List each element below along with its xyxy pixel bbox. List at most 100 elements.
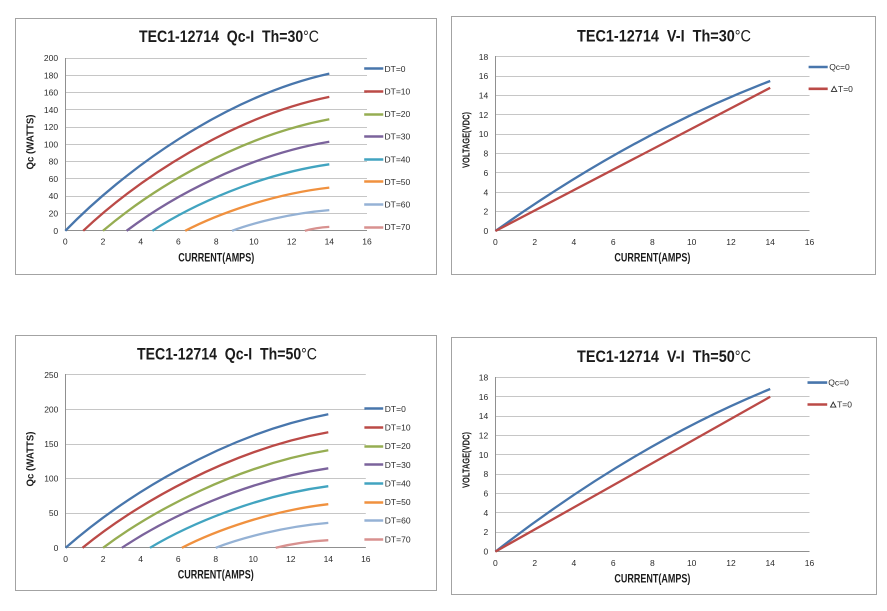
svg-text:DT=50: DT=50 [385, 177, 411, 187]
svg-text:160: 160 [44, 88, 58, 98]
svg-text:8: 8 [650, 558, 655, 568]
svg-text:20: 20 [49, 209, 59, 219]
svg-text:DT=30: DT=30 [385, 132, 411, 142]
svg-text:16: 16 [361, 554, 371, 564]
svg-text:DT=30: DT=30 [385, 460, 411, 470]
svg-text:10: 10 [249, 237, 259, 247]
svg-text:6: 6 [176, 554, 181, 564]
svg-text:DT=20: DT=20 [385, 441, 411, 451]
svg-text:CURRENT(AMPS): CURRENT(AMPS) [614, 251, 690, 265]
svg-text:2: 2 [483, 207, 488, 217]
svg-text:120: 120 [44, 122, 58, 132]
svg-text:8: 8 [483, 469, 488, 479]
svg-text:180: 180 [44, 70, 58, 80]
svg-text:8: 8 [650, 237, 655, 247]
svg-text:10: 10 [687, 558, 697, 568]
svg-text:Qc=0: Qc=0 [828, 378, 849, 388]
svg-text:16: 16 [805, 558, 815, 568]
svg-text:18: 18 [479, 52, 489, 62]
svg-text:DT=20: DT=20 [385, 109, 411, 119]
svg-text:18: 18 [479, 372, 489, 382]
svg-text:DT=60: DT=60 [385, 200, 411, 210]
svg-text:4: 4 [572, 558, 577, 568]
svg-text:14: 14 [324, 554, 334, 564]
svg-text:14: 14 [765, 558, 775, 568]
svg-text:16: 16 [479, 71, 489, 81]
svg-text:TEC1-12714 Qc-I Th=30°C: TEC1-12714 Qc-I Th=30°C [139, 28, 319, 46]
svg-text:TEC1-12714 V-I Th=30°C: TEC1-12714 V-I Th=30°C [577, 28, 751, 46]
svg-text:250: 250 [44, 370, 58, 380]
svg-text:6: 6 [483, 168, 488, 178]
svg-text:0: 0 [493, 237, 498, 247]
svg-text:DT=10: DT=10 [385, 423, 411, 433]
svg-text:DT=50: DT=50 [385, 497, 411, 507]
svg-text:T=0: T=0 [838, 84, 853, 94]
svg-text:140: 140 [44, 105, 58, 115]
svg-text:0: 0 [53, 226, 58, 236]
svg-text:4: 4 [483, 508, 488, 518]
svg-text:6: 6 [176, 237, 181, 247]
svg-text:DT=70: DT=70 [385, 534, 411, 544]
svg-text:TEC1-12714 Qc-I Th=50°C: TEC1-12714 Qc-I Th=50°C [137, 346, 317, 364]
svg-text:VOLTAGE(VDC): VOLTAGE(VDC) [461, 112, 472, 168]
svg-text:14: 14 [479, 91, 489, 101]
svg-text:0: 0 [483, 547, 488, 557]
svg-text:2: 2 [101, 554, 106, 564]
svg-text:4: 4 [572, 237, 577, 247]
svg-text:12: 12 [479, 110, 489, 120]
svg-text:2: 2 [532, 237, 537, 247]
svg-text:CURRENT(AMPS): CURRENT(AMPS) [178, 568, 254, 582]
svg-text:80: 80 [49, 157, 59, 167]
svg-text:150: 150 [44, 439, 58, 449]
svg-text:Qc=0: Qc=0 [829, 62, 850, 72]
svg-text:100: 100 [44, 474, 58, 484]
svg-text:16: 16 [479, 392, 489, 402]
svg-text:DT=0: DT=0 [385, 404, 406, 414]
svg-text:12: 12 [287, 237, 297, 247]
svg-text:10: 10 [479, 129, 489, 139]
svg-text:60: 60 [49, 174, 59, 184]
svg-text:0: 0 [54, 543, 59, 553]
svg-text:2: 2 [101, 237, 106, 247]
svg-text:DT=70: DT=70 [385, 222, 411, 232]
svg-text:4: 4 [483, 187, 488, 197]
svg-text:CURRENT(AMPS): CURRENT(AMPS) [614, 571, 690, 585]
svg-text:6: 6 [483, 489, 488, 499]
svg-text:2: 2 [532, 558, 537, 568]
svg-text:0: 0 [63, 237, 68, 247]
svg-text:8: 8 [214, 237, 219, 247]
svg-text:6: 6 [611, 237, 616, 247]
svg-text:4: 4 [138, 237, 143, 247]
svg-text:16: 16 [362, 237, 372, 247]
svg-text:100: 100 [44, 139, 58, 149]
svg-text:0: 0 [493, 558, 498, 568]
svg-text:10: 10 [687, 237, 697, 247]
svg-text:12: 12 [726, 237, 736, 247]
svg-text:14: 14 [479, 411, 489, 421]
svg-text:200: 200 [44, 53, 58, 63]
svg-text:DT=10: DT=10 [385, 86, 411, 96]
svg-text:4: 4 [138, 554, 143, 564]
svg-text:12: 12 [479, 430, 489, 440]
svg-text:10: 10 [248, 554, 258, 564]
svg-text:0: 0 [483, 226, 488, 236]
svg-text:Qc (WATTS): Qc (WATTS) [26, 115, 37, 170]
svg-text:Qc (WATTS): Qc (WATTS) [26, 432, 37, 487]
svg-text:14: 14 [765, 237, 775, 247]
svg-text:6: 6 [611, 558, 616, 568]
svg-text:0: 0 [63, 554, 68, 564]
svg-text:12: 12 [726, 558, 736, 568]
svg-text:DT=60: DT=60 [385, 516, 411, 526]
svg-text:TEC1-12714 V-I Th=50°C: TEC1-12714 V-I Th=50°C [577, 348, 751, 366]
svg-text:40: 40 [49, 191, 59, 201]
svg-text:2: 2 [483, 527, 488, 537]
svg-text:DT=40: DT=40 [385, 478, 411, 488]
svg-text:CURRENT(AMPS): CURRENT(AMPS) [178, 251, 254, 265]
svg-text:8: 8 [213, 554, 218, 564]
svg-text:12: 12 [286, 554, 296, 564]
svg-text:16: 16 [805, 237, 815, 247]
svg-text:50: 50 [49, 508, 59, 518]
svg-text:8: 8 [483, 149, 488, 159]
svg-text:DT=40: DT=40 [385, 154, 411, 164]
svg-text:14: 14 [325, 237, 335, 247]
